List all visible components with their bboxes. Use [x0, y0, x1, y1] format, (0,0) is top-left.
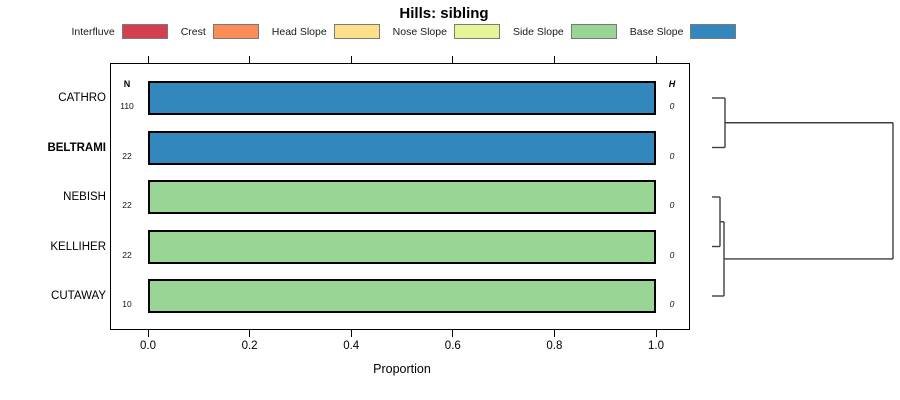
- legend-item: Base Slope: [630, 24, 737, 39]
- legend-label: Side Slope: [512, 25, 564, 38]
- bar-segment: [150, 83, 654, 113]
- legend-swatch: [453, 24, 500, 39]
- bar-row: [148, 81, 656, 115]
- legend-swatch: [121, 24, 168, 39]
- legend: Interfluve Crest Head Slope Nose Slope Side …: [0, 24, 900, 39]
- chart-title: Hills: sibling: [399, 5, 489, 22]
- x-axis-label: Proportion: [373, 362, 431, 376]
- legend-item: Side Slope: [513, 24, 617, 39]
- legend-swatch: [570, 24, 617, 39]
- legend-label: Nose Slope: [392, 25, 447, 38]
- x-axis-tick-top: [249, 56, 251, 63]
- bar-segment: [150, 182, 654, 212]
- x-axis-tick-top: [553, 56, 555, 63]
- n-value: 22: [122, 249, 132, 260]
- legend-swatch: [333, 24, 380, 39]
- x-axis-tick-bottom: [452, 330, 454, 337]
- bar-row: [148, 279, 656, 313]
- legend-item: Crest: [181, 24, 259, 39]
- x-axis-tick-top: [452, 56, 454, 63]
- n-value: 10: [122, 299, 132, 309]
- legend-item: Interfluve: [72, 24, 168, 39]
- x-axis-tick-bottom: [350, 330, 352, 337]
- bar-row: [148, 130, 656, 165]
- x-axis-tick-bottom: [553, 330, 555, 337]
- row-label: KELLIHER: [50, 240, 106, 253]
- x-axis-tick-top: [655, 56, 657, 63]
- legend-label: Head Slope: [271, 25, 327, 38]
- n-column-header: N: [123, 79, 131, 89]
- x-axis-tick-top: [350, 56, 352, 63]
- x-axis-tick-label: 0.4: [343, 340, 360, 352]
- h-value: 0: [669, 101, 675, 111]
- legend-label: Base Slope: [629, 25, 684, 38]
- x-axis-tick-bottom: [655, 330, 657, 337]
- x-axis-tick-label: 0.0: [140, 340, 156, 352]
- x-axis-tick-label: 0.8: [546, 340, 563, 352]
- row-label: CUTAWAY: [51, 290, 106, 302]
- h-value: 0: [669, 299, 675, 309]
- bar-row: [148, 229, 656, 264]
- h-value: 0: [669, 200, 675, 210]
- x-axis-tick-bottom: [147, 330, 149, 337]
- x-axis-tick-label: 1.0: [648, 340, 664, 352]
- n-value: 110: [120, 101, 134, 111]
- h-column-header: H: [668, 79, 676, 89]
- x-axis-tick-bottom: [249, 330, 251, 337]
- h-value: 0: [669, 150, 675, 161]
- bar-segment: [150, 231, 654, 262]
- n-value: 22: [122, 200, 132, 210]
- legend-item: Nose Slope: [393, 24, 500, 39]
- legend-item: Head Slope: [272, 24, 380, 39]
- row-label: CATHRO: [58, 92, 106, 104]
- x-axis-tick-label: 0.6: [444, 340, 461, 352]
- bar-segment: [150, 281, 654, 311]
- legend-label: Crest: [180, 25, 206, 38]
- h-value: 0: [669, 249, 675, 260]
- bar-row: [148, 180, 656, 214]
- row-label: NEBISH: [63, 191, 106, 203]
- x-axis-tick-label: 0.2: [241, 340, 258, 352]
- n-value: 22: [122, 150, 132, 161]
- row-label: BELTRAMI: [47, 141, 106, 154]
- x-axis-tick-top: [147, 56, 149, 63]
- bar-segment: [150, 132, 654, 163]
- legend-swatch: [212, 24, 259, 39]
- legend-label: Interfluve: [71, 25, 115, 38]
- legend-swatch: [690, 24, 737, 39]
